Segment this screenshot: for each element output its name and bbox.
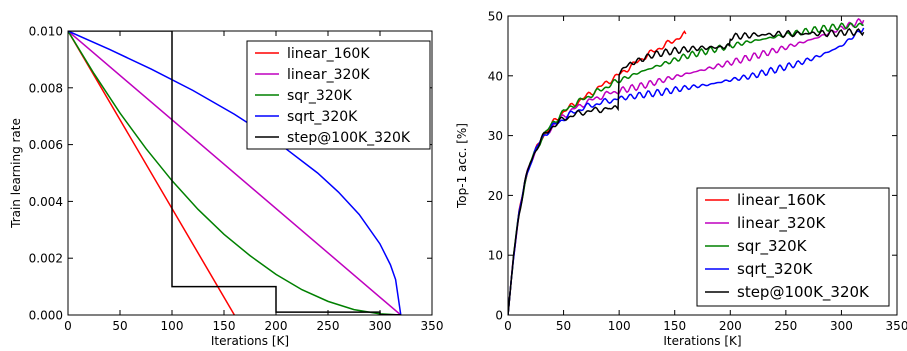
legend-label: sqr_320K bbox=[737, 237, 808, 256]
x-tick-label: 350 bbox=[421, 319, 444, 333]
series-line-2 bbox=[508, 22, 864, 315]
x-axis-label: Iterations [K] bbox=[663, 334, 741, 348]
y-tick-label: 0.002 bbox=[29, 252, 63, 266]
x-tick-label: 300 bbox=[830, 319, 853, 333]
x-tick-label: 250 bbox=[774, 319, 797, 333]
x-tick-label: 100 bbox=[161, 319, 184, 333]
legend-label: step@100K_320K bbox=[737, 283, 870, 302]
y-tick-label: 40 bbox=[488, 69, 503, 83]
legend: linear_160K linear_320K sqr_320K sqrt_320Ks… bbox=[246, 40, 431, 150]
x-tick-label: 100 bbox=[608, 319, 631, 333]
y-tick-label: 0.000 bbox=[29, 309, 63, 323]
x-tick-label: 50 bbox=[556, 319, 571, 333]
series-line-0 bbox=[68, 31, 236, 315]
x-tick-label: 350 bbox=[886, 319, 907, 333]
x-tick-label: 150 bbox=[663, 319, 686, 333]
x-tick-label: 150 bbox=[213, 319, 236, 333]
x-tick-label: 0 bbox=[504, 319, 512, 333]
legend-label: linear_160K bbox=[737, 191, 827, 210]
y-tick-label: 0.008 bbox=[29, 81, 63, 95]
series-line-0 bbox=[508, 30, 687, 315]
x-axis-label: Iterations [K] bbox=[211, 334, 289, 348]
legend-label: linear_320K bbox=[737, 214, 827, 233]
series-lines bbox=[68, 31, 402, 315]
y-axis-label: Train learning rate bbox=[9, 118, 23, 229]
x-tick-label: 200 bbox=[265, 319, 288, 333]
series-line-3 bbox=[508, 27, 865, 315]
legend: linear_160K linear_320K sqr_320K sqrt_320Ks… bbox=[696, 187, 890, 307]
x-tick-label: 300 bbox=[369, 319, 392, 333]
series-line-1 bbox=[68, 31, 402, 315]
y-tick-label: 20 bbox=[488, 189, 503, 203]
y-tick-label: 0.006 bbox=[29, 138, 63, 152]
y-tick-label: 0 bbox=[495, 309, 503, 323]
y-tick-label: 0.010 bbox=[29, 25, 63, 39]
y-tick-label: 10 bbox=[488, 249, 503, 263]
legend-label: linear_160K bbox=[287, 46, 370, 62]
y-tick-label: 50 bbox=[488, 10, 503, 24]
plot-frame bbox=[507, 15, 898, 316]
x-tick-label: 0 bbox=[64, 319, 72, 333]
y-tick-label: 0.004 bbox=[29, 195, 63, 209]
series-lines bbox=[508, 17, 865, 315]
accuracy-chart: 0 50 100 150 200 250 300 350 0 10 20 30 40 50 Iteratio… bbox=[455, 10, 907, 349]
legend-label: sqr_320K bbox=[287, 88, 353, 104]
series-line-4 bbox=[508, 27, 865, 315]
x-tick-label: 50 bbox=[112, 319, 127, 333]
legend-box bbox=[696, 187, 890, 307]
series-line-2 bbox=[68, 31, 401, 315]
y-axis-label: Top-1 acc. [%] bbox=[455, 123, 469, 209]
legend-label: linear_320K bbox=[287, 67, 370, 83]
legend-label: step@100K_320K bbox=[287, 130, 411, 146]
x-tick-label: 250 bbox=[317, 319, 340, 333]
legend-label: sqrt_320K bbox=[287, 109, 358, 125]
learning-rate-chart: 0 50 100 150 200 250 300 350 0.000 0.002 0.004 0.00… bbox=[9, 25, 443, 349]
x-tick-label: 200 bbox=[719, 319, 742, 333]
legend-label: sqrt_320K bbox=[737, 260, 814, 279]
plot-frame bbox=[67, 30, 433, 316]
series-line-3 bbox=[68, 31, 402, 315]
y-tick-label: 30 bbox=[488, 129, 503, 143]
